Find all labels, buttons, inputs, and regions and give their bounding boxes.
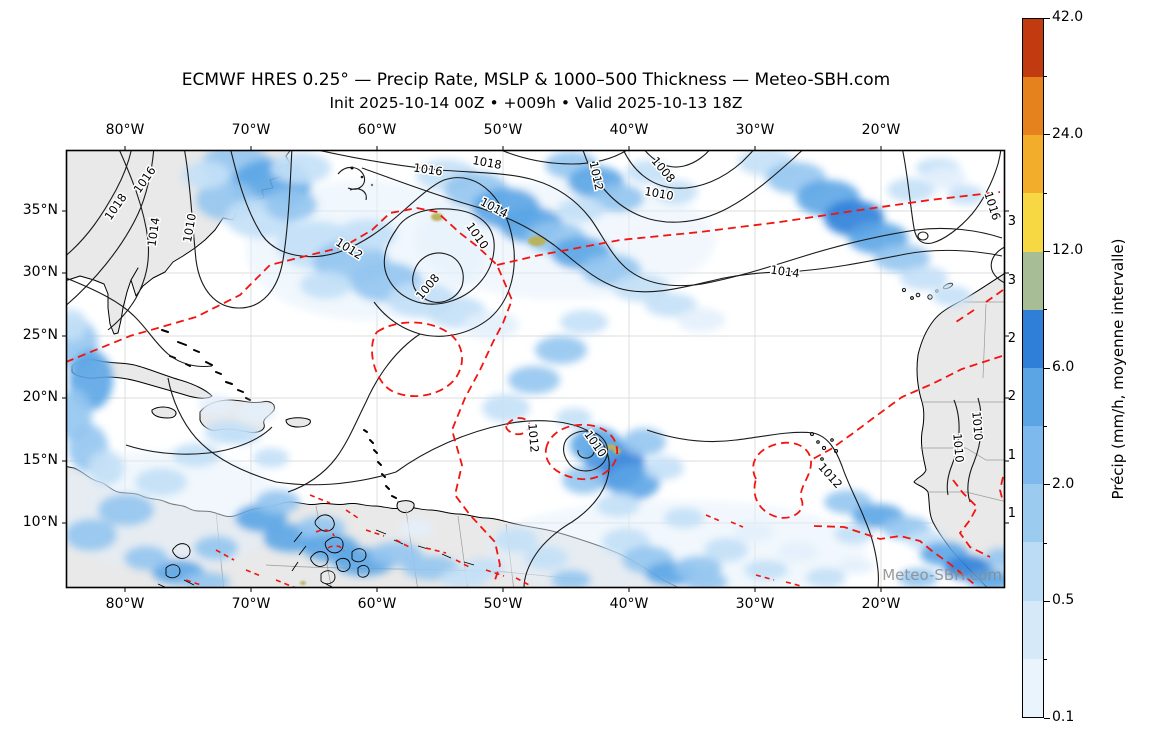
- lat-tick-label: 30°N: [22, 264, 58, 280]
- isobar-label: 1012: [525, 423, 541, 453]
- lon-tick-label-bottom: 40°W: [609, 596, 649, 612]
- colorbar-tick: [1044, 17, 1050, 19]
- lon-tick-label-top: 40°W: [609, 122, 649, 138]
- colorbar-tick-label: 42.0: [1052, 9, 1084, 25]
- colorbar-left-label: 1: [1007, 505, 1016, 521]
- colorbar-axis-label: Précip (mm/h, moyenne intervalle): [1109, 238, 1127, 500]
- colorbar-tick: [1044, 75, 1047, 77]
- colorbar-tick-label: 24.0: [1052, 125, 1084, 142]
- colorbar-tick-label: 0.5: [1052, 592, 1075, 609]
- puerto-rico-land: [285, 417, 311, 428]
- lat-tick-label: 15°N: [22, 452, 58, 468]
- colorbar-tick: [1044, 134, 1050, 136]
- lon-tick-label-top: 70°W: [231, 122, 271, 138]
- lon-tick-label-top: 50°W: [483, 122, 523, 138]
- colorbar-tick-label: 0.1: [1052, 709, 1075, 725]
- colorbar-tick-label: 2.0: [1052, 475, 1075, 492]
- mslp-isobars: [66, 150, 1005, 588]
- colorbar-band: [1023, 309, 1043, 368]
- colorbar-band: [1023, 77, 1043, 136]
- lon-tick-label-bottom: 30°W: [735, 596, 775, 612]
- colorbar-tick: [1044, 425, 1047, 427]
- colorbar-band: [1023, 251, 1043, 310]
- lat-tick-label: 10°N: [22, 514, 58, 530]
- axis-tick-marks: [62, 146, 1009, 592]
- lat-tick-label: 35°N: [22, 202, 58, 218]
- colorbar-band: [1023, 600, 1043, 659]
- colorbar-tick: [1044, 367, 1050, 369]
- isobar-label: 1014: [770, 263, 801, 281]
- colorbar-tick: [1044, 309, 1047, 311]
- thickness-contour-fragments: [185, 494, 802, 588]
- colorbar-tick: [1044, 250, 1050, 252]
- colorbar-left-label: 1: [1007, 447, 1016, 463]
- isobar-label: 1016: [413, 161, 444, 179]
- colorbar-tick: [1044, 484, 1050, 486]
- colorbar-left-label: 3: [1007, 272, 1016, 288]
- lon-tick-label-bottom: 50°W: [483, 596, 523, 612]
- colorbar-left-label: 2: [1007, 330, 1016, 346]
- lon-tick-label-bottom: 80°W: [105, 596, 145, 612]
- colorbar-tick-label: 6.0: [1052, 359, 1075, 375]
- colorbar-tick: [1044, 542, 1047, 544]
- colorbar-left-label: 2: [1007, 389, 1016, 405]
- thickness-contours: [66, 191, 1004, 585]
- colorbar-band: [1023, 367, 1043, 427]
- lon-tick-label-top: 30°W: [735, 122, 775, 138]
- isobar-label: 1018: [471, 153, 502, 172]
- page-subtitle: Init 2025-10-14 00Z • +009h • Valid 2025…: [329, 94, 743, 112]
- colorbar-band: [1023, 426, 1043, 485]
- lat-tick-label: 25°N: [22, 327, 58, 343]
- lon-tick-label-top: 20°W: [861, 122, 901, 138]
- precip-colorbar: [1022, 18, 1044, 718]
- colorbar-tick: [1044, 192, 1047, 194]
- lon-tick-label-bottom: 20°W: [861, 596, 901, 612]
- colorbar-tick: [1044, 600, 1050, 602]
- colorbar-tick: [1044, 717, 1050, 719]
- map-frame: [65, 149, 1006, 589]
- isobar-label: 1010: [969, 411, 985, 441]
- lat-tick-label: 20°N: [22, 389, 58, 405]
- page-title: ECMWF HRES 0.25° — Precip Rate, MSLP & 1…: [181, 70, 891, 90]
- lon-tick-label-top: 80°W: [105, 122, 145, 138]
- colorbar-tick: [1044, 659, 1047, 661]
- isobar-label: 1010: [180, 212, 199, 243]
- colorbar-tick-label: 12.0: [1052, 242, 1084, 259]
- lon-tick-label-bottom: 70°W: [231, 596, 271, 612]
- colorbar-left-label: 3: [1007, 214, 1016, 230]
- colorbar-band: [1023, 658, 1043, 717]
- lon-tick-label-top: 60°W: [357, 122, 397, 138]
- colorbar-band: [1023, 193, 1043, 252]
- isobar-label: 1010: [643, 184, 674, 203]
- isobar-label: 1010: [950, 433, 966, 463]
- isobar-label: 1014: [145, 216, 163, 247]
- lon-tick-label-bottom: 60°W: [357, 596, 397, 612]
- map-panel: 1018 1016 1014 1010 1012 1016 1018 1014 1010 1008…: [62, 146, 1009, 592]
- colorbar-band: [1023, 542, 1043, 601]
- colorbar-band: [1023, 484, 1043, 543]
- colorbar-band: [1023, 135, 1043, 194]
- trinidad-land: [396, 500, 415, 513]
- map-watermark: Meteo-SBH.com: [882, 566, 1002, 584]
- colorbar-band: [1023, 19, 1043, 78]
- jamaica-land: [151, 406, 177, 419]
- precipitation-shading: [66, 150, 1005, 588]
